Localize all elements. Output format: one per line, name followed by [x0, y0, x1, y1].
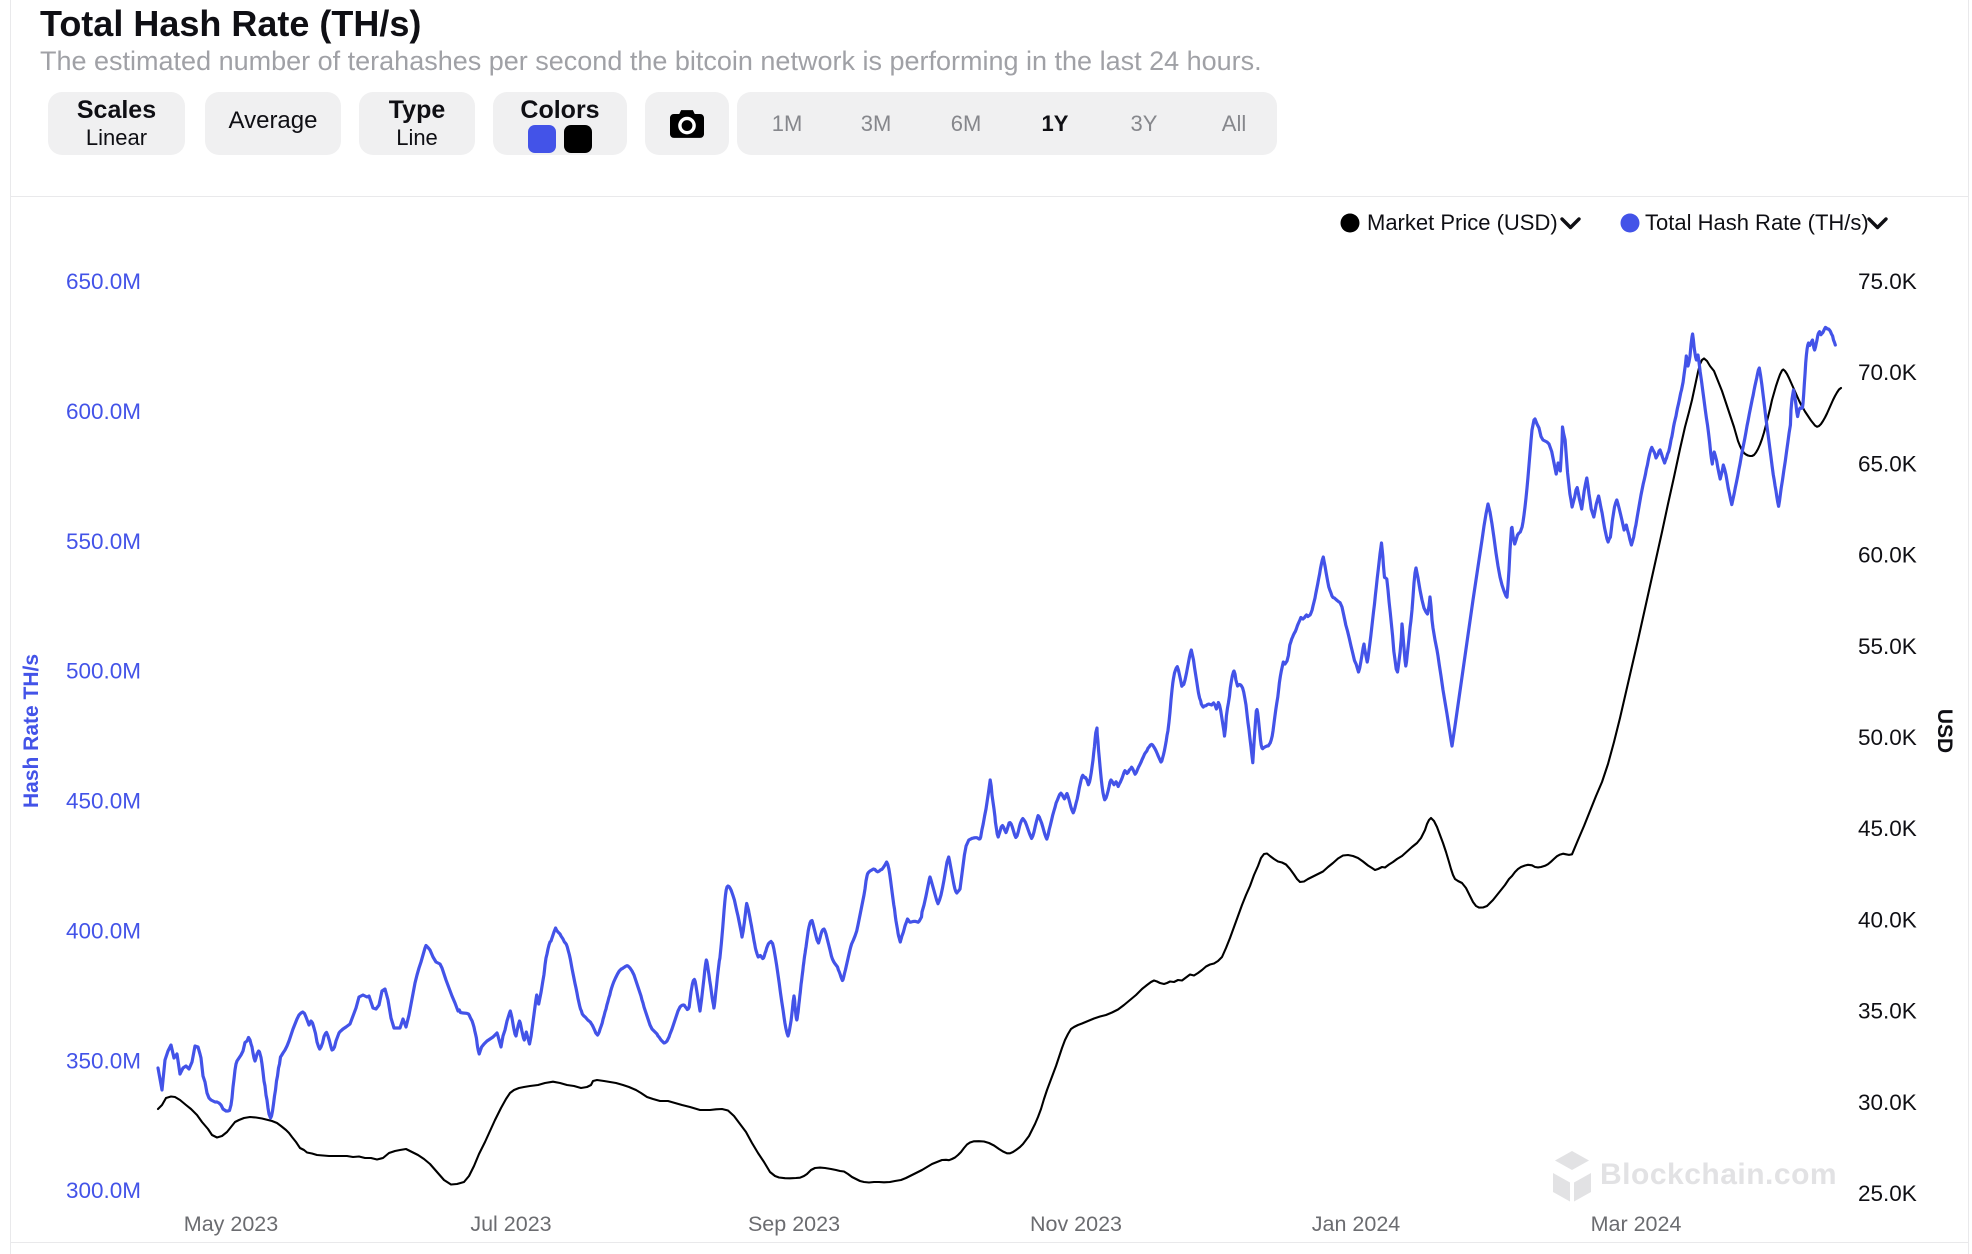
svg-text:45.0K: 45.0K	[1858, 816, 1917, 841]
svg-text:25.0K: 25.0K	[1858, 1181, 1917, 1206]
svg-text:600.0M: 600.0M	[66, 399, 141, 424]
svg-text:70.0K: 70.0K	[1858, 360, 1917, 385]
svg-text:450.0M: 450.0M	[66, 789, 141, 814]
svg-text:Market Price (USD): Market Price (USD)	[1367, 210, 1558, 235]
svg-text:Total Hash Rate (TH/s): Total Hash Rate (TH/s)	[1645, 210, 1869, 235]
svg-text:Jul 2023: Jul 2023	[470, 1212, 551, 1236]
svg-text:40.0K: 40.0K	[1858, 907, 1917, 932]
svg-text:Sep 2023: Sep 2023	[748, 1212, 840, 1236]
svg-text:300.0M: 300.0M	[66, 1178, 141, 1203]
svg-text:35.0K: 35.0K	[1858, 999, 1917, 1024]
svg-text:Nov 2023: Nov 2023	[1030, 1212, 1122, 1236]
svg-text:350.0M: 350.0M	[66, 1048, 141, 1073]
svg-text:60.0K: 60.0K	[1858, 543, 1917, 568]
svg-text:75.0K: 75.0K	[1858, 269, 1917, 294]
svg-text:May 2023: May 2023	[184, 1212, 278, 1236]
svg-text:Hash Rate TH/s: Hash Rate TH/s	[20, 654, 43, 808]
svg-text:30.0K: 30.0K	[1858, 1090, 1917, 1115]
svg-text:500.0M: 500.0M	[66, 659, 141, 684]
svg-text:400.0M: 400.0M	[66, 918, 141, 943]
svg-text:55.0K: 55.0K	[1858, 634, 1917, 659]
svg-text:650.0M: 650.0M	[66, 269, 141, 294]
svg-text:65.0K: 65.0K	[1858, 451, 1917, 476]
svg-text:USD: USD	[1933, 709, 1956, 753]
svg-text:Jan 2024: Jan 2024	[1312, 1212, 1401, 1236]
svg-text:Blockchain.com: Blockchain.com	[1600, 1158, 1837, 1191]
svg-text:Mar 2024: Mar 2024	[1591, 1212, 1682, 1236]
svg-text:50.0K: 50.0K	[1858, 725, 1917, 750]
svg-text:550.0M: 550.0M	[66, 529, 141, 554]
